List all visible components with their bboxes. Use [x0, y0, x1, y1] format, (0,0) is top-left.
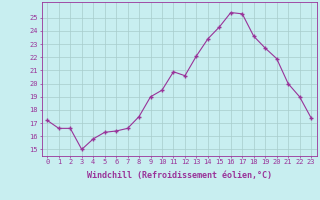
X-axis label: Windchill (Refroidissement éolien,°C): Windchill (Refroidissement éolien,°C) — [87, 171, 272, 180]
